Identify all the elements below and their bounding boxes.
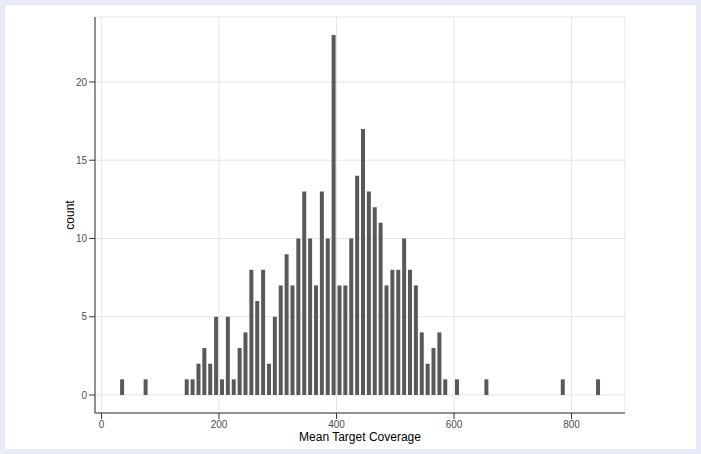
svg-text:600: 600 (446, 419, 463, 430)
svg-text:15: 15 (76, 155, 88, 166)
svg-text:5: 5 (81, 311, 87, 322)
svg-text:0: 0 (81, 390, 87, 401)
svg-text:count: count (63, 200, 77, 230)
svg-text:0: 0 (99, 419, 105, 430)
svg-text:Mean Target Coverage: Mean Target Coverage (299, 430, 421, 444)
svg-text:200: 200 (211, 419, 228, 430)
svg-text:400: 400 (328, 419, 345, 430)
svg-text:20: 20 (76, 77, 88, 88)
svg-text:10: 10 (76, 233, 88, 244)
svg-text:800: 800 (563, 419, 580, 430)
